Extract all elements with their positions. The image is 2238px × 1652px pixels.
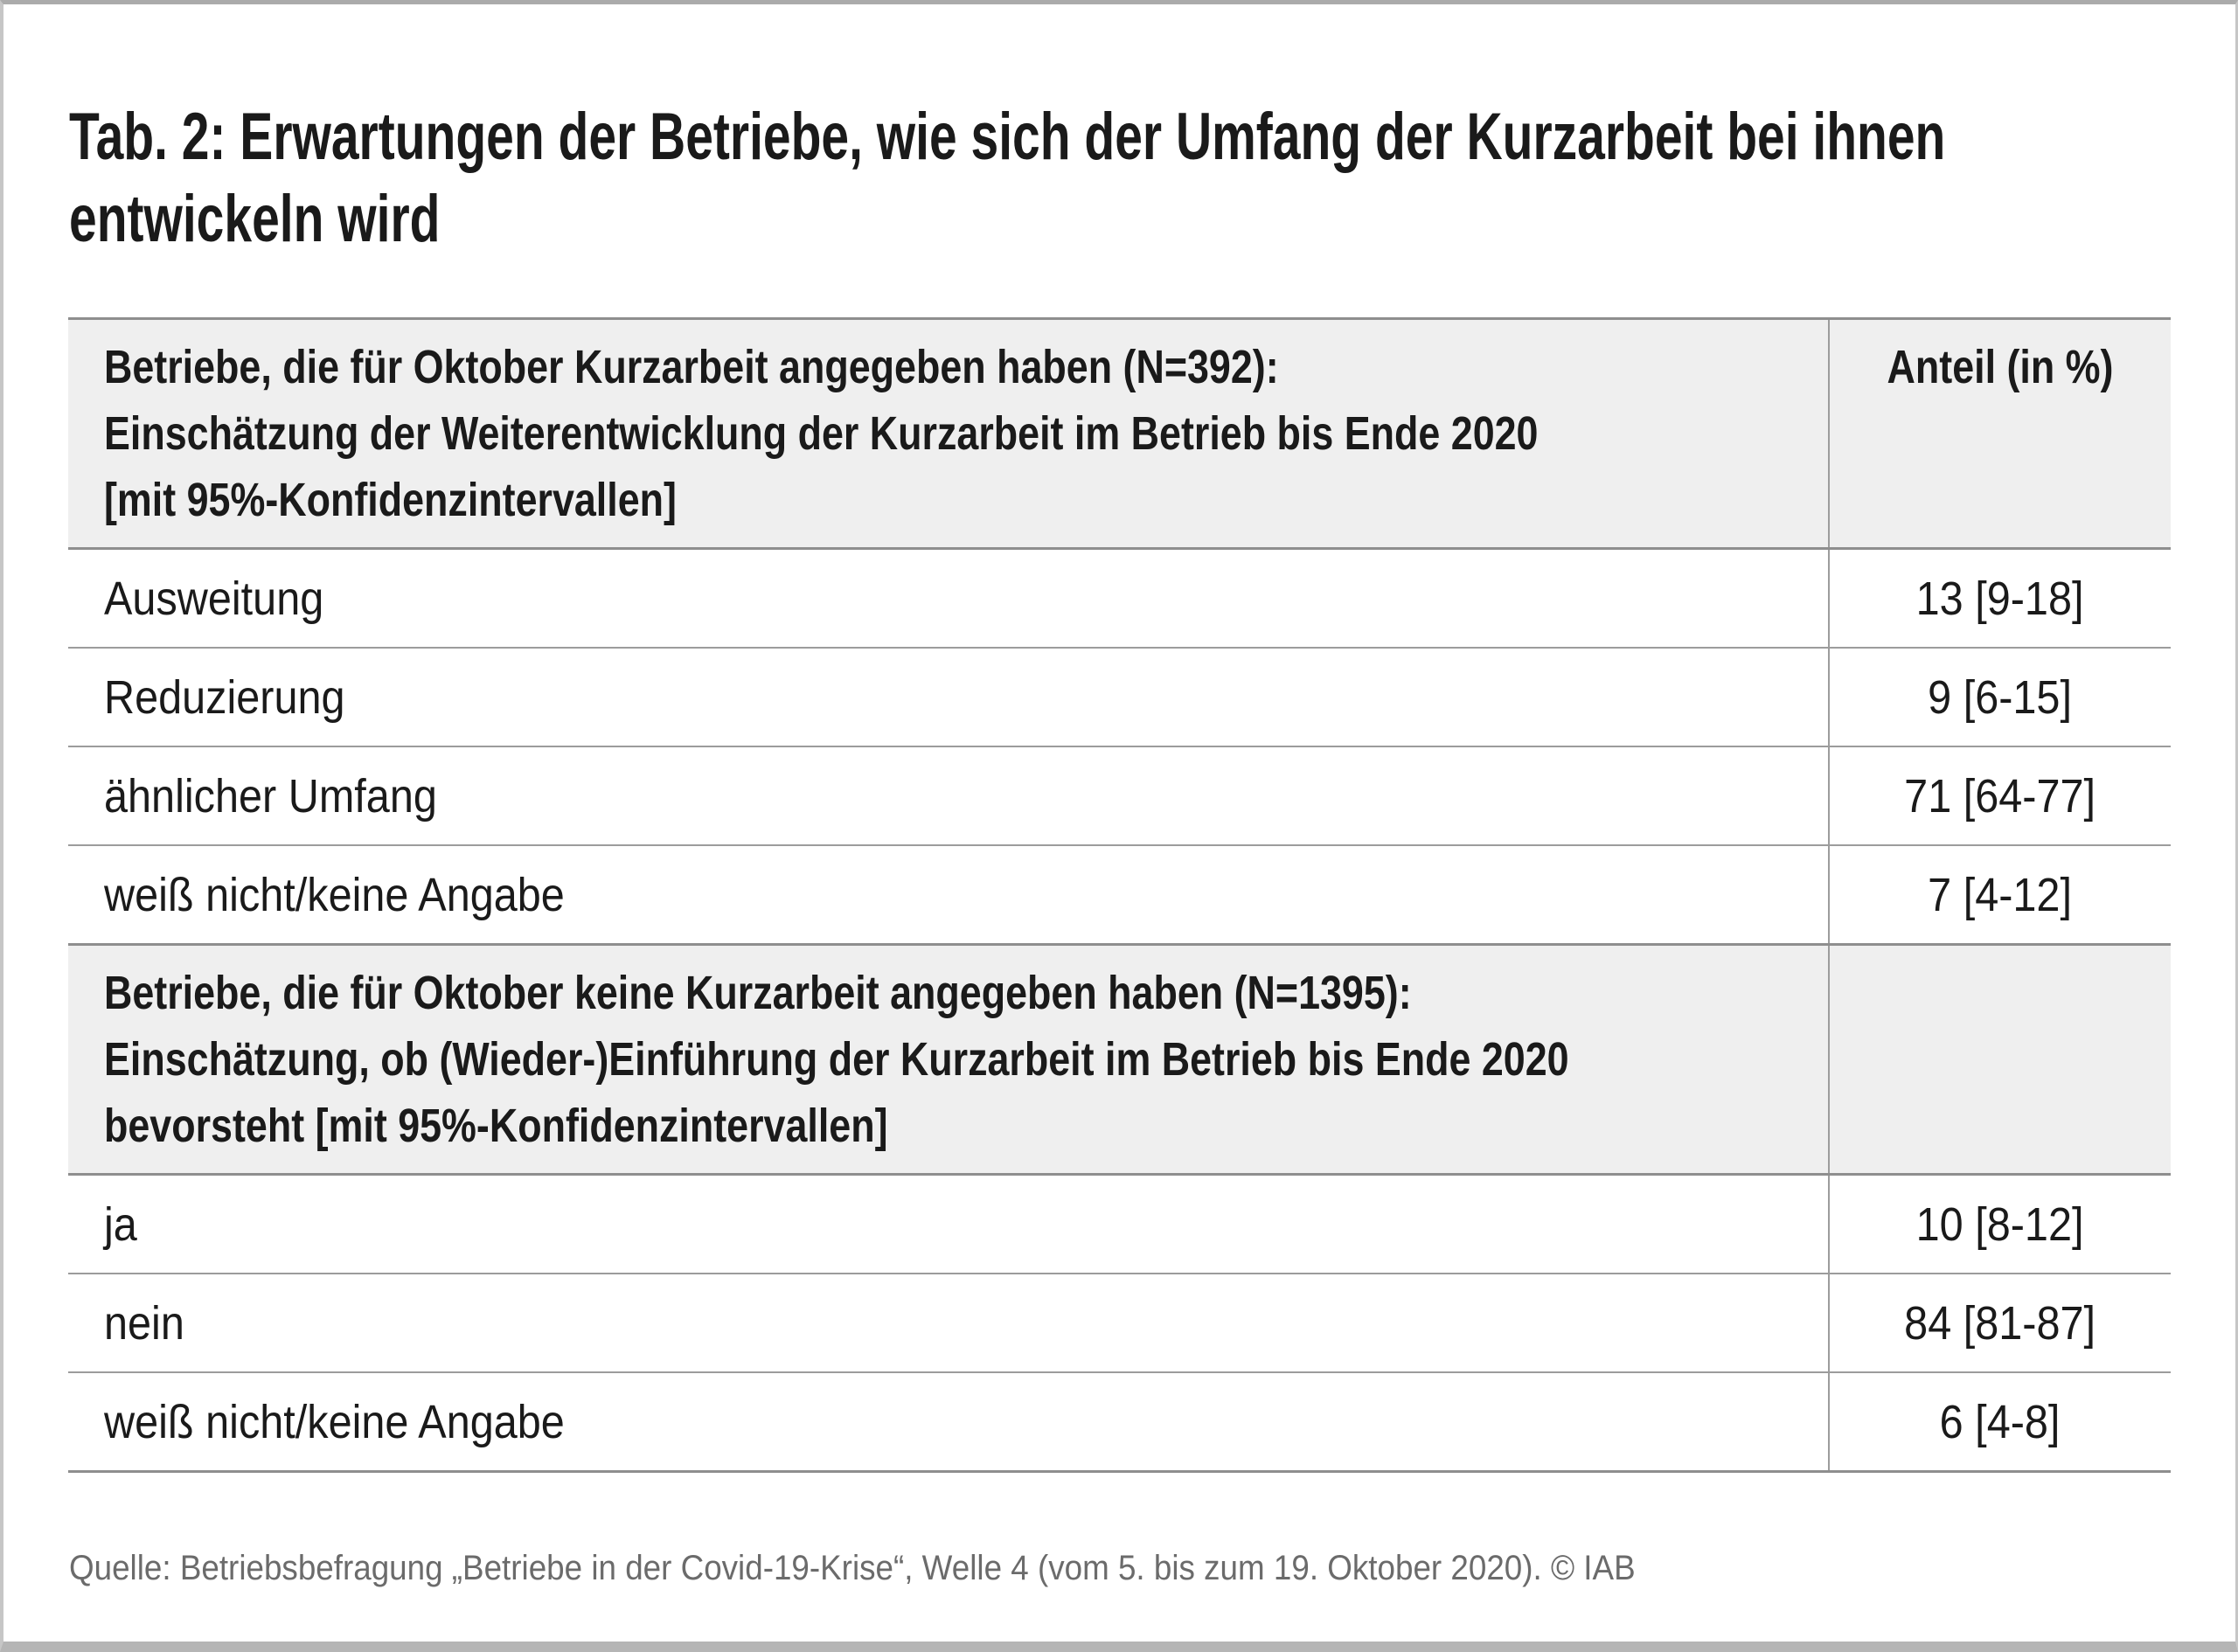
row-value: 71 [64-77]	[1828, 747, 2171, 844]
value-column-header: Anteil (in %)	[1887, 341, 2114, 393]
row-label: ähnlicher Umfang	[104, 769, 437, 823]
section-2-empty-value-cell	[1828, 946, 2171, 1173]
section-2-header-line-3: bevorsteht [mit 95%-Konfidenzintervallen…	[104, 1100, 888, 1152]
table-row-weiss-nicht-1: weiß nicht/keine Angabe 7 [4-12]	[68, 846, 2171, 946]
table-row-ja: ja 10 [8-12]	[68, 1176, 2171, 1274]
section-2-header-line-2: Einschätzung, ob (Wieder-)Einführung der…	[104, 1033, 1569, 1086]
table-row-nein: nein 84 [81-87]	[68, 1274, 2171, 1373]
section-2-header-line-1: Betriebe, die für Oktober keine Kurzarbe…	[104, 967, 1412, 1019]
row-value: 9 [6-15]	[1828, 649, 2171, 746]
page-title: Tab. 2: Erwartungen der Betriebe, wie si…	[69, 96, 2238, 260]
row-label: weiß nicht/keine Angabe	[104, 1395, 565, 1448]
table-row-reduzierung: Reduzierung 9 [6-15]	[68, 649, 2171, 747]
expectations-table: Betriebe, die für Oktober Kurzarbeit ang…	[68, 317, 2171, 1473]
section-2-header-cell: Betriebe, die für Oktober keine Kurzarbe…	[68, 946, 1828, 1173]
section-1-header-line-2: Einschätzung der Weiterentwicklung der K…	[104, 407, 1539, 460]
row-value: 10 [8-12]	[1828, 1176, 2171, 1273]
row-label: Ausweitung	[104, 572, 324, 625]
row-value: 7 [4-12]	[1828, 846, 2171, 943]
row-label: Reduzierung	[104, 670, 345, 724]
table-row-aehnlicher-umfang: ähnlicher Umfang 71 [64-77]	[68, 747, 2171, 846]
table-row-ausweitung: Ausweitung 13 [9-18]	[68, 550, 2171, 649]
section-1-header-cell: Betriebe, die für Oktober Kurzarbeit ang…	[68, 320, 1828, 547]
title-line-1: Tab. 2: Erwartungen der Betriebe, wie si…	[69, 99, 1946, 174]
value-column-header-cell: Anteil (in %)	[1828, 320, 2171, 547]
row-label: nein	[104, 1296, 184, 1350]
row-value: 13 [9-18]	[1828, 550, 2171, 647]
section-1-header-line-1: Betriebe, die für Oktober Kurzarbeit ang…	[104, 341, 1279, 393]
row-value: 6 [4-8]	[1828, 1373, 2171, 1470]
source-note: Quelle: Betriebsbefragung „Betriebe in d…	[69, 1549, 1636, 1587]
section-1-header-line-3: [mit 95%-Konfidenzintervallen]	[104, 474, 677, 526]
row-label: ja	[104, 1197, 137, 1251]
section-1-header-row: Betriebe, die für Oktober Kurzarbeit ang…	[68, 320, 2171, 550]
row-value: 84 [81-87]	[1828, 1274, 2171, 1371]
table-row-weiss-nicht-2: weiß nicht/keine Angabe 6 [4-8]	[68, 1373, 2171, 1473]
section-2-header-row: Betriebe, die für Oktober keine Kurzarbe…	[68, 946, 2171, 1176]
row-label: weiß nicht/keine Angabe	[104, 868, 565, 921]
title-line-2: entwickeln wird	[69, 181, 441, 256]
